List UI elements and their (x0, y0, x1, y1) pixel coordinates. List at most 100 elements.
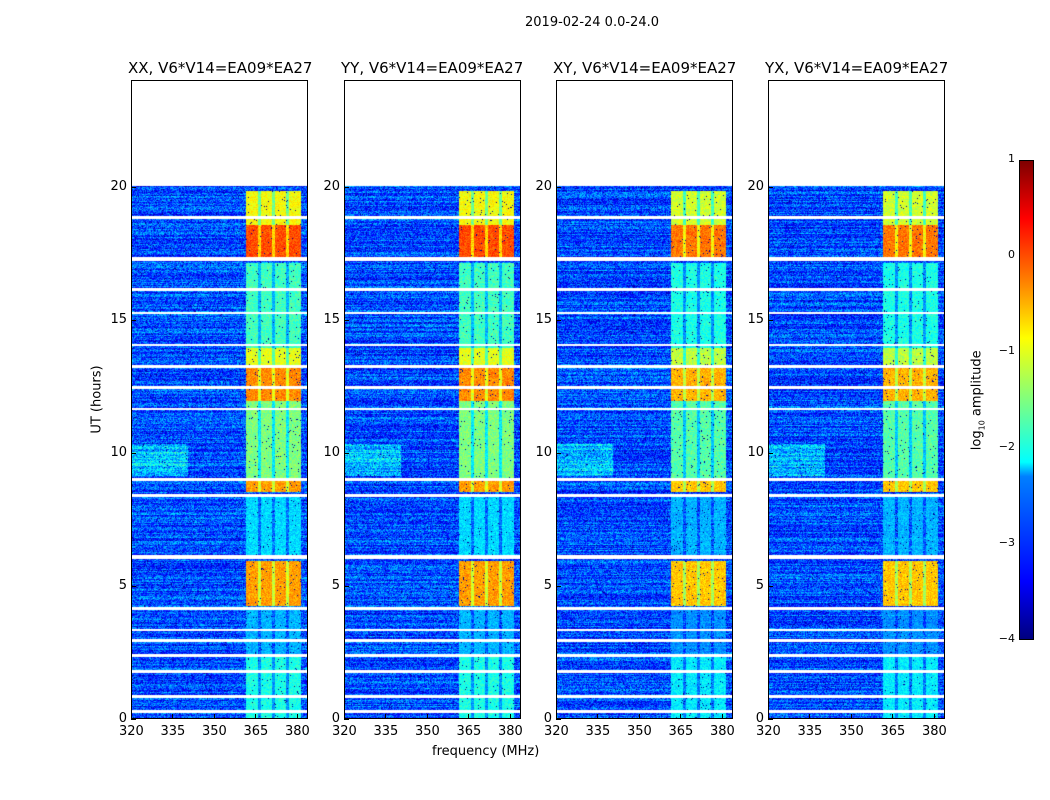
x-tick-label: 380 (497, 724, 523, 739)
y-tick-label: 0 (118, 711, 127, 726)
colorbar-tick-label: −3 (998, 536, 1015, 549)
y-tick-mark (768, 186, 773, 188)
colorbar-tick-label: −2 (998, 440, 1015, 453)
y-tick-mark (344, 452, 349, 454)
x-tick-mark (721, 714, 723, 719)
x-tick-label: 350 (626, 724, 652, 739)
x-tick-label: 335 (373, 724, 399, 739)
panel-title-yy: YY, V6*V14=EA09*EA27 (341, 59, 524, 77)
x-tick-label: 365 (880, 724, 906, 739)
x-tick-label: 335 (797, 724, 823, 739)
y-tick-mark (131, 319, 136, 321)
y-tick-mark (768, 319, 773, 321)
y-tick-label: 5 (543, 577, 552, 593)
colorbar-label-sub: 10 (977, 420, 987, 431)
x-tick-mark (850, 714, 852, 719)
colorbar (1019, 160, 1034, 640)
y-tick-label: 20 (535, 178, 552, 194)
colorbar-label: log10 amplitude (970, 340, 987, 460)
panel-yx (768, 80, 945, 719)
y-tick-label: 10 (747, 444, 764, 460)
x-tick-label: 320 (332, 724, 357, 739)
x-tick-label: 380 (284, 724, 310, 739)
y-tick-label: 10 (535, 444, 552, 460)
y-tick-mark (344, 319, 349, 321)
x-tick-mark (638, 714, 640, 719)
y-tick-label: 15 (535, 311, 552, 327)
x-tick-mark (509, 714, 511, 719)
heatmap-xy (557, 81, 732, 718)
x-tick-label: 380 (709, 724, 735, 739)
colorbar-label-log: log (969, 430, 985, 451)
y-tick-mark (131, 585, 136, 587)
y-tick-label: 5 (331, 577, 340, 593)
x-tick-mark (680, 714, 682, 719)
x-tick-label: 335 (585, 724, 611, 739)
colorbar-tick-label: −4 (998, 632, 1015, 645)
y-tick-label: 20 (323, 178, 340, 194)
x-tick-label: 320 (756, 724, 781, 739)
y-tick-label: 10 (110, 444, 127, 460)
x-tick-mark (172, 714, 174, 719)
x-tick-label: 350 (414, 724, 440, 739)
panel-xy (556, 80, 733, 719)
colorbar-tick-label: 1 (1008, 152, 1015, 165)
panel-xx (131, 80, 308, 719)
y-tick-mark (556, 452, 561, 454)
x-tick-mark (597, 714, 599, 719)
y-tick-label: 15 (747, 311, 764, 327)
y-tick-mark (768, 452, 773, 454)
x-tick-mark (296, 714, 298, 719)
colorbar-label-rest: amplitude (969, 350, 985, 421)
y-tick-mark (344, 719, 349, 720)
y-tick-mark (556, 186, 561, 188)
y-tick-mark (344, 186, 349, 188)
x-tick-mark (809, 714, 811, 719)
y-tick-mark (768, 585, 773, 587)
panel-yy (344, 80, 521, 719)
x-tick-mark (131, 714, 132, 719)
y-tick-mark (556, 719, 561, 720)
x-tick-label: 365 (243, 724, 269, 739)
x-tick-mark (385, 714, 387, 719)
x-tick-label: 365 (668, 724, 694, 739)
heatmap-yy (345, 81, 520, 718)
colorbar-tick-label: 0 (1008, 248, 1015, 261)
y-tick-mark (131, 186, 136, 188)
y-tick-label: 5 (755, 577, 764, 593)
x-tick-mark (933, 714, 935, 719)
panel-title-xy: XY, V6*V14=EA09*EA27 (553, 59, 737, 77)
y-tick-mark (131, 719, 136, 720)
heatmap-yx (769, 81, 944, 718)
x-tick-label: 320 (119, 724, 144, 739)
y-tick-label: 0 (755, 711, 764, 726)
panel-title-yx: YX, V6*V14=EA09*EA27 (765, 59, 949, 77)
x-tick-mark (255, 714, 257, 719)
x-tick-mark (344, 714, 345, 719)
y-tick-label: 15 (110, 311, 127, 327)
y-tick-label: 20 (747, 178, 764, 194)
x-tick-mark (426, 714, 428, 719)
y-axis-label: UT (hours) (89, 365, 105, 434)
y-tick-label: 10 (323, 444, 340, 460)
y-tick-mark (344, 585, 349, 587)
x-axis-label: frequency (MHz) (432, 744, 540, 759)
x-tick-mark (892, 714, 894, 719)
x-tick-mark (468, 714, 470, 719)
y-tick-label: 15 (323, 311, 340, 327)
y-tick-mark (556, 585, 561, 587)
x-tick-label: 365 (456, 724, 482, 739)
y-tick-label: 0 (331, 711, 340, 726)
colorbar-tick-label: −1 (998, 344, 1015, 357)
y-tick-label: 20 (110, 178, 127, 194)
x-tick-label: 380 (921, 724, 947, 739)
x-tick-mark (768, 714, 769, 719)
y-tick-label: 0 (543, 711, 552, 726)
y-tick-mark (131, 452, 136, 454)
heatmap-xx (132, 81, 307, 718)
x-tick-mark (213, 714, 215, 719)
x-tick-label: 320 (544, 724, 569, 739)
y-tick-mark (556, 319, 561, 321)
x-tick-mark (556, 714, 557, 719)
